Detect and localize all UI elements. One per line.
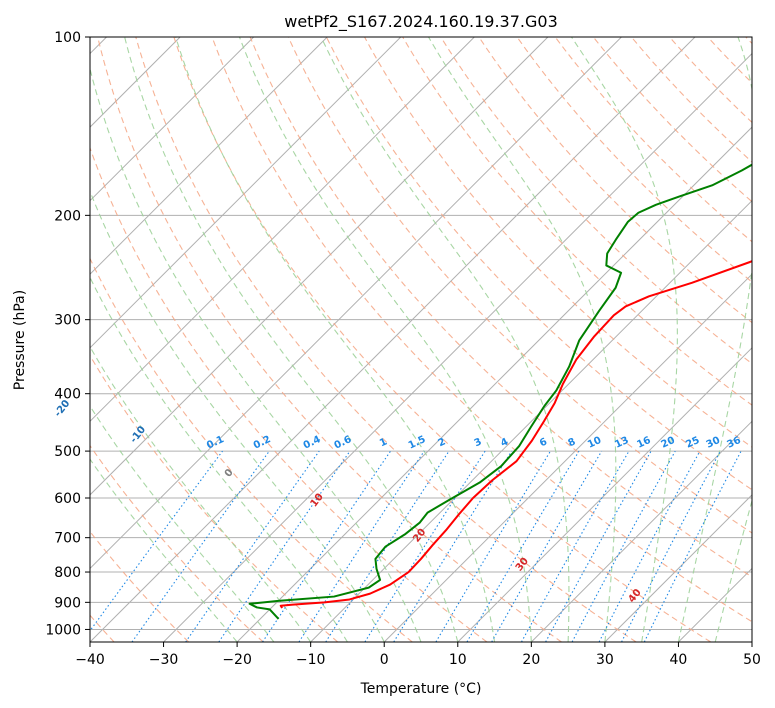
y-axis-title: Pressure (hPa) bbox=[12, 290, 28, 390]
mixing-ratio-label: 4 bbox=[499, 436, 510, 449]
dry-adiabat bbox=[325, 37, 752, 491]
isotherm-line bbox=[751, 641, 752, 642]
y-tick-label: 100 bbox=[54, 30, 81, 46]
mixing-ratio-label: 16 bbox=[635, 435, 652, 451]
axes-layer: −40 −30 −20 −10 0 10 20 30 40 50 100 200 300 400 500 60… bbox=[45, 30, 761, 668]
dry-adiabat bbox=[90, 444, 264, 642]
chart-title: wetPf2_S167.2024.160.19.37.G03 bbox=[284, 12, 558, 32]
x-tick-label: 10 bbox=[449, 652, 467, 668]
mixing-ratio-line bbox=[131, 450, 270, 642]
moist-adiabat bbox=[90, 189, 385, 642]
y-tick-label: 400 bbox=[54, 387, 81, 403]
y-tick-label: 700 bbox=[54, 531, 81, 547]
isotherm-line bbox=[163, 52, 752, 642]
x-tick-label: −40 bbox=[75, 652, 105, 668]
isotherm-line bbox=[90, 37, 255, 202]
y-tick-label: 1000 bbox=[45, 622, 81, 638]
moist-adiabat bbox=[90, 458, 238, 642]
mixing-ratio-label: 3 bbox=[473, 436, 484, 449]
x-tick-label: 50 bbox=[743, 652, 761, 668]
y-tick-label: 600 bbox=[54, 491, 81, 507]
mixing-ratio-label: 8 bbox=[566, 436, 577, 449]
mixing-ratio-label: 6 bbox=[538, 436, 549, 449]
x-tick-label: 40 bbox=[670, 652, 688, 668]
isotherm-line bbox=[236, 126, 752, 642]
dry-adiabat bbox=[97, 37, 562, 642]
mixing-ratio-line bbox=[298, 450, 425, 642]
mixing-ratio-label: 2 bbox=[436, 436, 447, 449]
mixing-ratio-label: 20 bbox=[660, 435, 677, 451]
mixing-ratio-label: 13 bbox=[613, 435, 630, 451]
dry-adiabat bbox=[90, 257, 413, 642]
moist-adiabat bbox=[714, 498, 752, 642]
x-tick-label: 0 bbox=[380, 652, 389, 668]
mixing-ratio-label: 10 bbox=[586, 435, 603, 451]
moist-adiabat bbox=[677, 37, 752, 642]
mixing-ratio-line bbox=[185, 450, 320, 642]
y-tick-label: 300 bbox=[54, 313, 81, 329]
isotherm-line bbox=[90, 37, 549, 496]
isotherm-line bbox=[90, 37, 328, 275]
isotherm-line bbox=[310, 199, 752, 642]
isotherm-line bbox=[90, 37, 622, 570]
mixing-ratio-line bbox=[643, 450, 742, 642]
x-tick-label: −30 bbox=[149, 652, 179, 668]
dry-adiabat bbox=[364, 37, 752, 448]
moist-adiabat bbox=[427, 37, 617, 642]
moist-adiabat bbox=[238, 37, 532, 642]
dry-adiabat bbox=[287, 37, 752, 534]
dry-adiabat bbox=[135, 37, 637, 642]
dry-adiabat bbox=[173, 37, 712, 642]
moist-adiabat bbox=[320, 37, 570, 642]
mixing-ratio-line bbox=[545, 450, 652, 642]
isotherm-line bbox=[457, 347, 752, 642]
mixing-ratio-line bbox=[571, 450, 676, 642]
dry-adiabat bbox=[211, 37, 752, 623]
background-lines bbox=[90, 37, 752, 642]
isotherm-line bbox=[604, 494, 752, 642]
moist-adiabat bbox=[124, 37, 459, 642]
moist-adiabat bbox=[90, 405, 275, 642]
x-tick-label: −20 bbox=[222, 652, 252, 668]
mixing-ratio-label: 30 bbox=[705, 435, 722, 451]
mixing-ratio-line bbox=[393, 450, 513, 642]
moist-adiabat bbox=[90, 276, 348, 642]
y-tick-label: 200 bbox=[54, 208, 81, 224]
isotherm-line bbox=[383, 273, 752, 642]
dry-adiabat bbox=[249, 37, 752, 578]
temperature-profile bbox=[279, 260, 752, 609]
moist-adiabat bbox=[570, 37, 678, 642]
y-tick-label: 500 bbox=[54, 444, 81, 460]
moist-adiabat bbox=[90, 66, 422, 642]
mixing-ratio-label: 25 bbox=[684, 435, 701, 451]
mixing-ratio-line bbox=[218, 450, 351, 642]
mixing-ratio-line bbox=[90, 450, 223, 632]
isotherm-line bbox=[530, 420, 752, 642]
y-tick-label: 800 bbox=[54, 565, 81, 581]
mixing-ratio-line bbox=[520, 450, 630, 642]
plot-frame bbox=[89, 36, 753, 643]
moist-adiabat bbox=[175, 37, 496, 642]
isotherm-line bbox=[90, 37, 475, 423]
dewpoint-profile bbox=[248, 163, 752, 620]
x-tick-label: 20 bbox=[522, 652, 540, 668]
plot-area bbox=[90, 37, 752, 642]
series-layer bbox=[248, 163, 752, 620]
mixing-ratio-label: 1 bbox=[378, 436, 389, 449]
y-tick-label: 900 bbox=[54, 595, 81, 611]
x-tick-label: −10 bbox=[296, 652, 326, 668]
mixing-ratio-label: 36 bbox=[725, 435, 742, 451]
x-axis-title: Temperature (°C) bbox=[360, 681, 482, 697]
x-tick-label: 30 bbox=[596, 652, 614, 668]
